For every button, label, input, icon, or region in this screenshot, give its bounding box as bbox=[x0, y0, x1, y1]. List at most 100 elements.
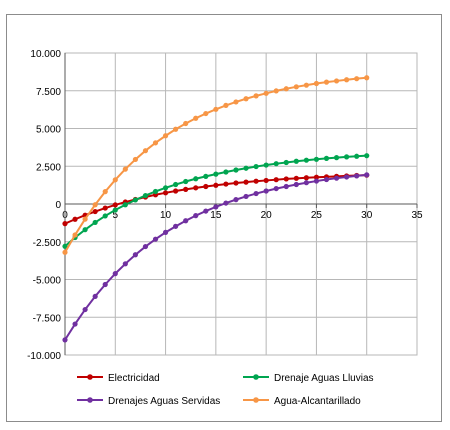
data-point bbox=[233, 99, 239, 105]
data-point bbox=[293, 84, 299, 90]
legend-layer: Electricidad Drenaje Aguas Lluvias Drenaje… bbox=[77, 373, 374, 407]
data-point bbox=[193, 185, 199, 191]
y-tick-label: -7.500 bbox=[33, 313, 62, 324]
data-point bbox=[72, 321, 78, 327]
data-point bbox=[213, 106, 219, 112]
x-tick-label: 15 bbox=[210, 210, 222, 221]
data-point bbox=[303, 82, 309, 88]
x-tick-label: 20 bbox=[261, 210, 273, 221]
data-point bbox=[62, 249, 68, 255]
data-point bbox=[273, 185, 279, 192]
data-point bbox=[354, 153, 360, 159]
data-point bbox=[233, 167, 239, 173]
data-point bbox=[333, 78, 340, 84]
data-point bbox=[132, 252, 138, 258]
data-point bbox=[132, 197, 138, 203]
data-point bbox=[92, 293, 98, 300]
data-point bbox=[283, 86, 289, 92]
data-point bbox=[313, 178, 320, 184]
data-point bbox=[354, 173, 360, 179]
data-point bbox=[112, 207, 118, 213]
data-point bbox=[303, 175, 309, 181]
data-point bbox=[162, 185, 169, 191]
data-point bbox=[162, 229, 169, 235]
data-point bbox=[213, 204, 219, 210]
data-point bbox=[72, 232, 78, 238]
data-point bbox=[152, 236, 159, 242]
y-tick-label: 10.000 bbox=[30, 49, 61, 60]
data-point bbox=[102, 281, 108, 288]
data-point bbox=[223, 102, 229, 108]
x-tick-label: 35 bbox=[411, 210, 423, 221]
data-point bbox=[152, 140, 159, 146]
data-point bbox=[203, 183, 209, 190]
data-point bbox=[333, 155, 340, 161]
data-point bbox=[283, 183, 289, 190]
data-point bbox=[333, 175, 340, 181]
legend-label: Drenajes Aguas Servidas bbox=[108, 396, 220, 407]
data-point bbox=[203, 173, 209, 179]
data-point bbox=[82, 306, 88, 313]
data-point bbox=[233, 197, 239, 203]
data-point bbox=[293, 158, 299, 164]
data-point bbox=[223, 200, 229, 206]
data-point bbox=[344, 154, 350, 160]
data-point bbox=[223, 169, 229, 175]
data-point bbox=[142, 243, 149, 250]
x-tick-label: 30 bbox=[361, 210, 373, 221]
data-point bbox=[92, 202, 98, 208]
data-point bbox=[193, 115, 199, 121]
data-point bbox=[102, 213, 108, 219]
y-tick-label: -2.500 bbox=[33, 238, 62, 249]
y-tick-label: 5.000 bbox=[36, 125, 61, 136]
data-point bbox=[142, 148, 149, 154]
data-point bbox=[173, 181, 179, 188]
data-point bbox=[203, 110, 209, 117]
data-point bbox=[122, 166, 128, 172]
data-point bbox=[293, 175, 299, 181]
y-tick-label: 2.500 bbox=[36, 162, 61, 173]
legend-swatch-marker bbox=[87, 374, 93, 380]
data-point bbox=[102, 205, 108, 211]
data-point bbox=[183, 120, 189, 127]
data-point bbox=[82, 227, 88, 233]
data-point bbox=[122, 261, 128, 267]
data-point bbox=[183, 218, 189, 224]
y-tick-label: -10.000 bbox=[27, 351, 61, 362]
data-point bbox=[142, 192, 149, 199]
x-tick-label: 25 bbox=[311, 210, 323, 221]
legend-swatch-marker bbox=[253, 397, 259, 403]
y-tick-label: -5.000 bbox=[33, 276, 62, 287]
data-point bbox=[162, 133, 169, 139]
legend-label: Drenaje Aguas Lluvias bbox=[274, 373, 374, 384]
data-point bbox=[183, 186, 189, 192]
data-point bbox=[112, 271, 118, 277]
data-point bbox=[62, 337, 68, 343]
data-point bbox=[92, 219, 98, 226]
data-point bbox=[303, 180, 309, 186]
data-point bbox=[313, 80, 320, 87]
data-point bbox=[243, 193, 249, 200]
data-point bbox=[112, 177, 118, 183]
data-point bbox=[354, 76, 360, 82]
data-point bbox=[253, 163, 259, 170]
data-point bbox=[62, 243, 68, 249]
data-point bbox=[193, 176, 199, 182]
data-point bbox=[203, 208, 209, 214]
data-point bbox=[344, 174, 350, 180]
data-point bbox=[323, 155, 330, 161]
data-point bbox=[283, 176, 289, 182]
legend-swatch-marker bbox=[87, 397, 93, 403]
data-point bbox=[313, 156, 320, 162]
data-point bbox=[344, 77, 350, 83]
y-tick-label: 0 bbox=[55, 200, 61, 211]
data-point bbox=[273, 177, 279, 183]
data-point bbox=[223, 181, 229, 187]
data-point bbox=[213, 171, 219, 177]
data-point bbox=[122, 202, 128, 208]
data-point bbox=[253, 190, 259, 197]
data-point bbox=[62, 221, 68, 227]
data-point bbox=[283, 159, 289, 166]
data-point bbox=[364, 153, 370, 159]
y-tick-label: 7.500 bbox=[36, 87, 61, 98]
